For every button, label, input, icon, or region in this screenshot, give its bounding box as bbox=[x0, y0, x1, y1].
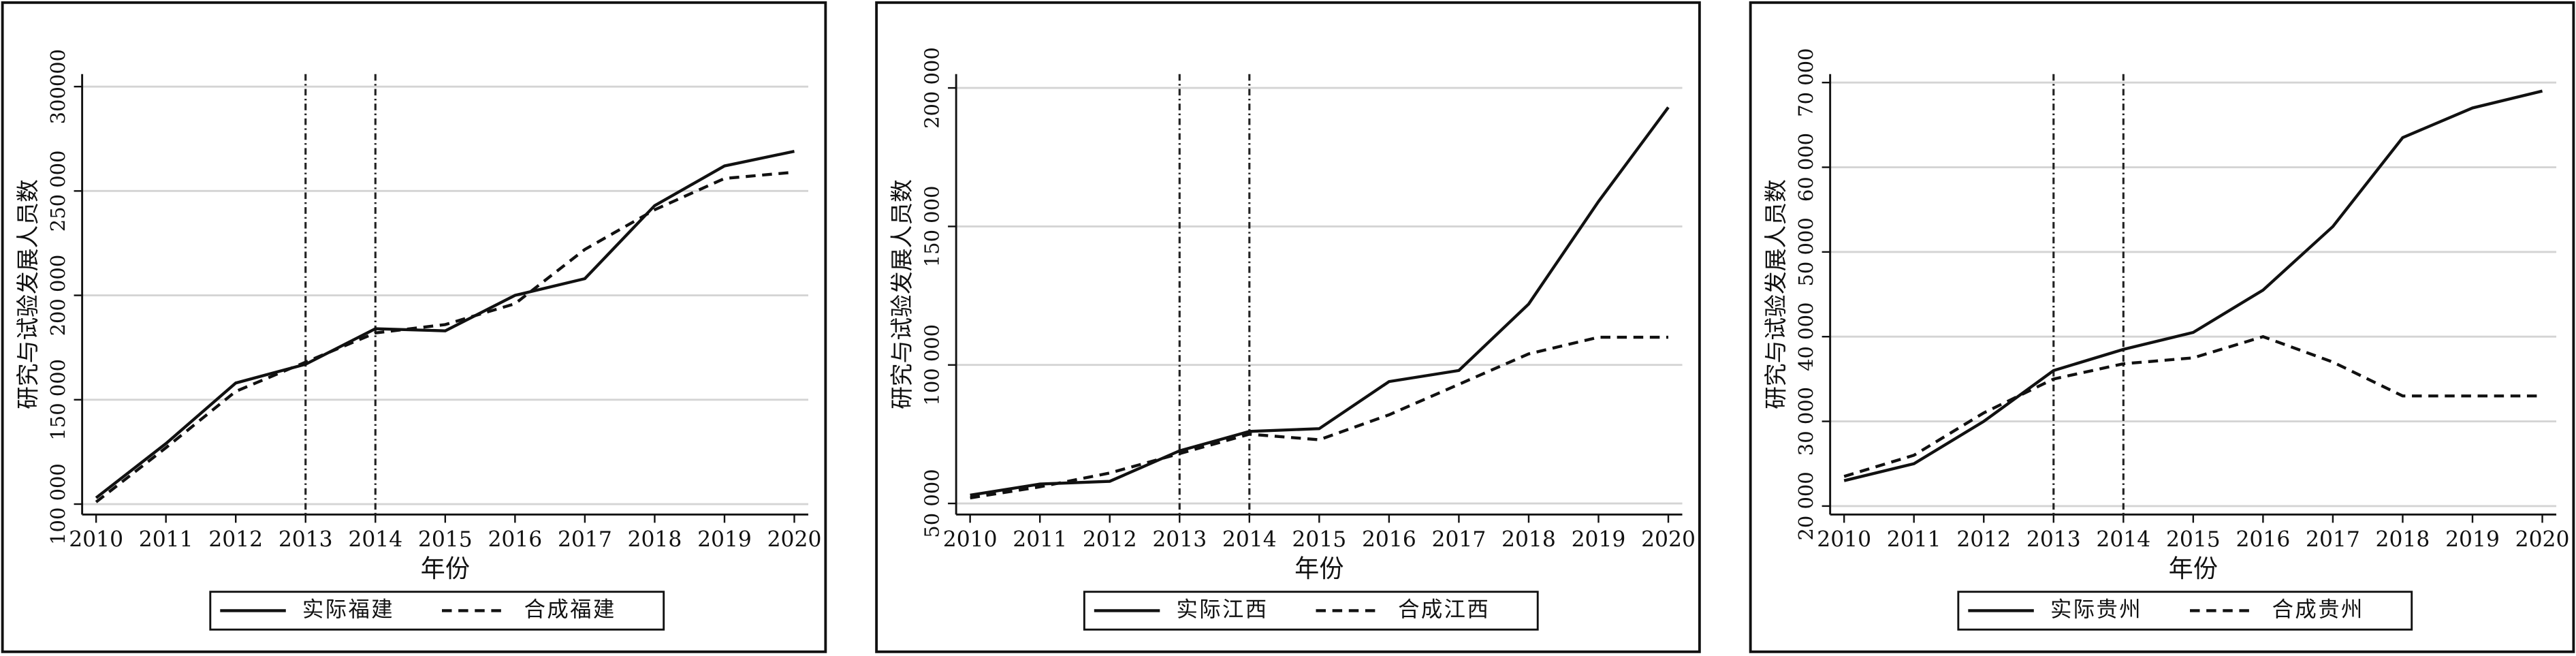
x-tick-label: 2019 bbox=[1572, 527, 1626, 552]
legend-label: 实际福建 bbox=[302, 597, 394, 622]
legend-label: 实际贵州 bbox=[2050, 597, 2142, 622]
x-tick-label: 2010 bbox=[69, 527, 123, 552]
x-tick-label: 2015 bbox=[2166, 527, 2221, 552]
x-tick-label: 2013 bbox=[1152, 527, 1207, 552]
x-tick-label: 2019 bbox=[697, 527, 752, 552]
x-tick-label: 2012 bbox=[208, 527, 263, 552]
x-tick-label: 2020 bbox=[1641, 527, 1696, 552]
series-line bbox=[970, 335, 1669, 500]
panel: 20 000 30 000 40 000 50 000 60 000 70 000 2010… bbox=[1749, 1, 2575, 653]
x-tick-label: 2012 bbox=[1956, 527, 2011, 552]
y-tick-label: 200 000 bbox=[46, 255, 69, 337]
y-tick-label: 50 000 bbox=[920, 469, 943, 537]
x-tick-label: 2012 bbox=[1083, 527, 1137, 552]
y-tick-label: 20 000 bbox=[1794, 471, 1817, 540]
x-tick-label: 2019 bbox=[2445, 527, 2500, 552]
y-tick-label: 70 000 bbox=[1794, 48, 1817, 117]
x-tick-label: 2015 bbox=[418, 527, 473, 552]
panel-frame bbox=[875, 1, 1701, 653]
y-tick-label: 150 000 bbox=[920, 186, 943, 268]
x-tick-label: 2017 bbox=[2306, 527, 2360, 552]
legend-label: 合成贵州 bbox=[2272, 597, 2364, 622]
x-tick-label: 2020 bbox=[2515, 527, 2570, 552]
panel-frame bbox=[1, 1, 827, 653]
legend-label: 实际江西 bbox=[1176, 597, 1268, 622]
x-axis-label: 年份 bbox=[421, 554, 470, 583]
x-tick-label: 2016 bbox=[1362, 527, 1416, 552]
x-tick-label: 2013 bbox=[279, 527, 333, 552]
x-tick-label: 2010 bbox=[1817, 527, 1871, 552]
panel-frame bbox=[1749, 1, 2575, 653]
x-tick-label: 2011 bbox=[1887, 527, 1941, 552]
legend-label: 合成江西 bbox=[1398, 597, 1490, 622]
y-tick-label: 50 000 bbox=[1794, 217, 1817, 286]
y-tick-label: 40 000 bbox=[1794, 302, 1817, 371]
x-tick-label: 2014 bbox=[2096, 527, 2150, 552]
y-tick-label: 200 000 bbox=[920, 47, 943, 129]
x-tick-label: 2013 bbox=[2026, 527, 2081, 552]
panel: 100 000 150 000 200 000 250 000 300000 2010 20… bbox=[1, 1, 827, 653]
y-tick-label: 300000 bbox=[46, 49, 69, 124]
y-axis-label: 研究与试验发展人员数 bbox=[14, 179, 41, 409]
series-line bbox=[1843, 89, 2543, 482]
series-line bbox=[1843, 334, 2543, 478]
x-tick-label: 2018 bbox=[1501, 527, 1556, 552]
x-tick-label: 2014 bbox=[348, 527, 402, 552]
panel: 50 000 100 000 150 000 200 000 2010 2011 2012 2… bbox=[875, 1, 1701, 653]
series-line bbox=[970, 106, 1670, 497]
x-tick-label: 2016 bbox=[488, 527, 542, 552]
x-axis-label: 年份 bbox=[2169, 554, 2218, 583]
legend-label: 合成福建 bbox=[524, 597, 616, 622]
y-tick-label: 250 000 bbox=[46, 151, 69, 232]
series-line bbox=[95, 150, 795, 499]
y-tick-label: 150 000 bbox=[46, 359, 69, 441]
y-axis-label: 研究与试验发展人员数 bbox=[1762, 179, 1789, 409]
x-tick-label: 2018 bbox=[628, 527, 682, 552]
x-tick-label: 2011 bbox=[139, 527, 193, 552]
series-line bbox=[95, 170, 795, 503]
x-tick-label: 2017 bbox=[558, 527, 612, 552]
x-tick-label: 2016 bbox=[2236, 527, 2290, 552]
x-tick-label: 2010 bbox=[943, 527, 998, 552]
x-tick-label: 2015 bbox=[1292, 527, 1346, 552]
x-tick-label: 2014 bbox=[1222, 527, 1277, 552]
x-axis-label: 年份 bbox=[1294, 554, 1343, 583]
y-tick-label: 100 000 bbox=[920, 324, 943, 406]
y-tick-label: 60 000 bbox=[1794, 133, 1817, 202]
y-tick-label: 100 000 bbox=[46, 463, 69, 545]
x-tick-label: 2020 bbox=[767, 527, 822, 552]
y-tick-label: 30 000 bbox=[1794, 387, 1817, 456]
x-tick-label: 2017 bbox=[1432, 527, 1486, 552]
y-axis-label: 研究与试验发展人员数 bbox=[889, 179, 915, 409]
x-tick-label: 2018 bbox=[2376, 527, 2430, 552]
x-tick-label: 2011 bbox=[1013, 527, 1067, 552]
